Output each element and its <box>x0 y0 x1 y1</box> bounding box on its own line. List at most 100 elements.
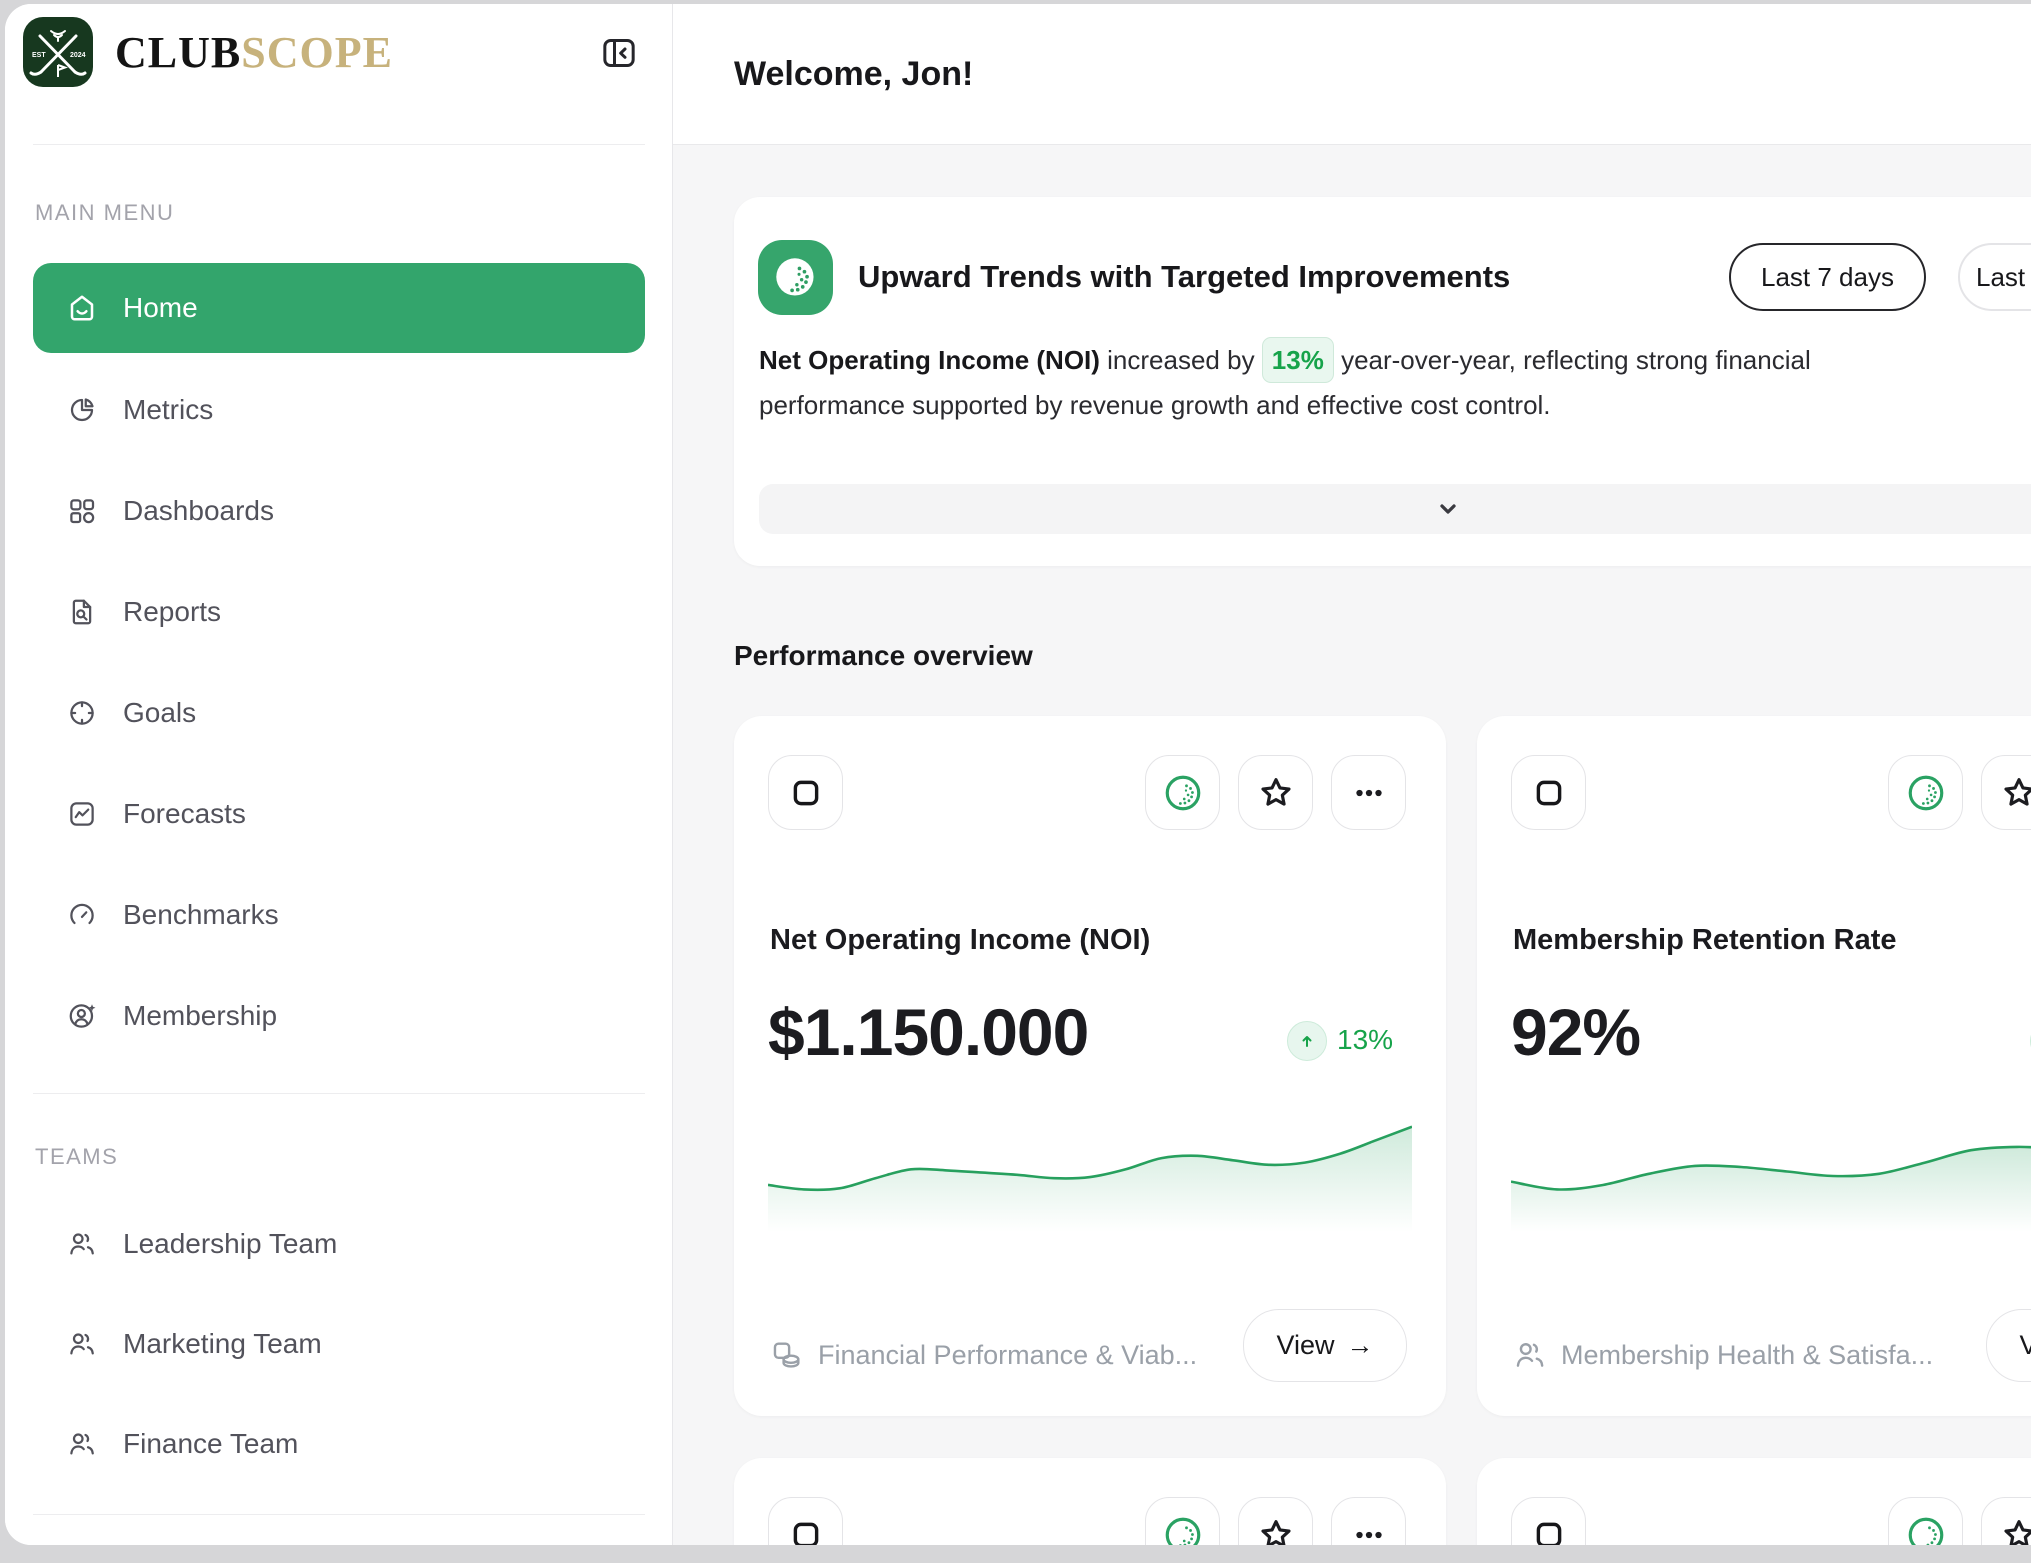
sidebar-item-membership[interactable]: Membership <box>33 965 645 1066</box>
people-icon <box>70 1433 94 1455</box>
collapse-panel-icon <box>603 39 635 67</box>
insight-body-text: Net Operating Income (NOI) increased by … <box>759 337 1949 427</box>
sidebar-item-dashboards[interactable]: Dashboards <box>33 460 645 561</box>
checkbox-icon <box>793 1522 818 1545</box>
golf-chip-button[interactable] <box>1888 1497 1963 1545</box>
select-card-checkbox[interactable] <box>768 755 843 830</box>
select-card-checkbox[interactable] <box>1511 755 1586 830</box>
select-card-checkbox[interactable] <box>1511 1497 1586 1545</box>
people-icon <box>1516 1343 1544 1367</box>
golf-ball-icon <box>758 240 833 315</box>
sidebar-item-label: Benchmarks <box>123 898 279 930</box>
app-window: EST 2024 CLUBSCOPE MAIN MENU Home <box>5 4 2031 1545</box>
member-person-icon <box>69 1003 96 1028</box>
sidebar-item-label: Finance Team <box>123 1428 299 1459</box>
sidebar-item-leadership-team[interactable]: Leadership Team <box>33 1194 645 1294</box>
view-label: View <box>1276 1330 1335 1360</box>
sidebar-item-metrics[interactable]: Metrics <box>33 359 645 460</box>
sidebar: EST 2024 CLUBSCOPE MAIN MENU Home <box>5 4 673 1545</box>
target-icon <box>70 700 94 725</box>
sidebar-item-label: Home <box>123 292 198 323</box>
metric-value: 92% <box>1511 995 1641 1069</box>
golf-chip-button[interactable] <box>1888 755 1963 830</box>
golf-chip-button[interactable] <box>1145 1497 1220 1545</box>
main-menu-section-label: MAIN MENU <box>35 200 175 225</box>
favorite-star-button[interactable] <box>1981 755 2031 830</box>
ellipsis-icon <box>1355 789 1382 796</box>
metric-card-retention: Membership Retention Rate 92% Membership… <box>1477 716 2031 1416</box>
sidebar-item-label: Reports <box>123 595 222 627</box>
star-icon <box>2003 1519 2031 1545</box>
metric-title: Net Operating Income (NOI) <box>770 924 1151 956</box>
finance-coins-icon <box>773 1342 800 1368</box>
sidebar-item-finance-team[interactable]: Finance Team <box>33 1394 645 1494</box>
people-icon <box>70 1233 94 1255</box>
more-options-button[interactable] <box>1331 755 1406 830</box>
view-label: View <box>2019 1330 2031 1360</box>
section-title: Performance overview <box>734 640 1033 671</box>
expand-insight-button[interactable] <box>759 484 2031 534</box>
sidebar-divider <box>33 1093 645 1094</box>
clubscope-logo-icon: EST 2024 <box>23 17 93 87</box>
metric-value: $1.150.000 <box>768 995 1089 1069</box>
sidebar-item-forecasts[interactable]: Forecasts <box>33 763 645 864</box>
pie-chart-icon <box>70 397 94 421</box>
arrow-right-icon: → <box>1346 1330 1374 1360</box>
insight-body-bold: Net Operating Income (NOI) <box>759 345 1100 375</box>
metric-card-partial <box>1477 1458 2031 1545</box>
insight-banner-card: Upward Trends with Targeted Improvements… <box>734 197 2031 566</box>
star-icon <box>1260 1519 1291 1545</box>
golf-ball-icon <box>1908 1517 1943 1545</box>
sidebar-item-benchmarks[interactable]: Benchmarks <box>33 864 645 965</box>
sidebar-item-reports[interactable]: Reports <box>33 561 645 662</box>
page-header: Welcome, Jon! <box>673 4 2031 145</box>
golf-ball-icon <box>1165 775 1200 810</box>
svg-text:2024: 2024 <box>70 52 86 59</box>
delta-up-badge <box>1287 1021 1327 1061</box>
insight-title: Upward Trends with Targeted Improvements <box>858 259 1511 294</box>
content-area: Upward Trends with Targeted Improvements… <box>673 145 2031 1545</box>
view-metric-button[interactable]: View→ <box>1986 1309 2031 1382</box>
sparkline-chart <box>768 1125 1412 1232</box>
checkbox-icon <box>793 780 818 805</box>
main-area: Welcome, Jon! <box>673 4 2031 1545</box>
sidebar-item-label: Goals <box>123 696 197 728</box>
brand-logo-row: EST 2024 CLUBSCOPE <box>23 12 393 92</box>
favorite-star-button[interactable] <box>1981 1497 2031 1545</box>
favorite-star-button[interactable] <box>1238 755 1313 830</box>
sidebar-collapse-button[interactable] <box>597 31 641 75</box>
ellipsis-icon <box>1355 1531 1382 1538</box>
delta-value: 13% <box>1337 1024 1394 1055</box>
metric-title: Membership Retention Rate <box>1513 924 1897 956</box>
people-icon <box>70 1333 94 1355</box>
page-title: Welcome, Jon! <box>734 54 974 93</box>
sidebar-item-label: Forecasts <box>123 797 246 829</box>
favorite-star-button[interactable] <box>1238 1497 1313 1545</box>
checkbox-icon <box>1536 1522 1561 1545</box>
view-metric-button[interactable]: View → <box>1243 1309 1407 1382</box>
chevron-down-icon <box>1440 504 1456 514</box>
metric-category: Membership Health & Satisfa... <box>1561 1340 1934 1370</box>
home-icon <box>70 295 94 321</box>
sidebar-item-goals[interactable]: Goals <box>33 662 645 763</box>
golf-chip-button[interactable] <box>1145 755 1220 830</box>
arrow-up-icon <box>1302 1036 1312 1047</box>
select-card-checkbox[interactable] <box>768 1497 843 1545</box>
sidebar-item-label: Leadership Team <box>123 1228 338 1259</box>
metric-card-partial <box>734 1458 1446 1545</box>
insight-body-rest: year-over-year, reflecting strong financ… <box>759 345 1811 420</box>
sidebar-item-label: Marketing Team <box>123 1328 322 1359</box>
percent-chip: 13% <box>1261 337 1334 383</box>
sparkline-chart <box>1511 1145 2031 1232</box>
metric-category: Financial Performance & Viab... <box>818 1340 1198 1370</box>
sidebar-item-marketing-team[interactable]: Marketing Team <box>33 1294 645 1394</box>
sidebar-item-home[interactable]: Home <box>33 263 645 353</box>
star-icon <box>2003 777 2031 806</box>
sidebar-item-label: Dashboards <box>123 494 274 526</box>
brand-club-text: CLUB <box>115 27 242 77</box>
checkbox-icon <box>1536 780 1561 805</box>
range-last-7-days-button[interactable]: Last 7 days <box>1729 243 1926 311</box>
teams-menu: Leadership Team Marketing Team F <box>33 1194 645 1494</box>
more-options-button[interactable] <box>1331 1497 1406 1545</box>
range-secondary-button[interactable]: Last <box>1958 243 2031 311</box>
